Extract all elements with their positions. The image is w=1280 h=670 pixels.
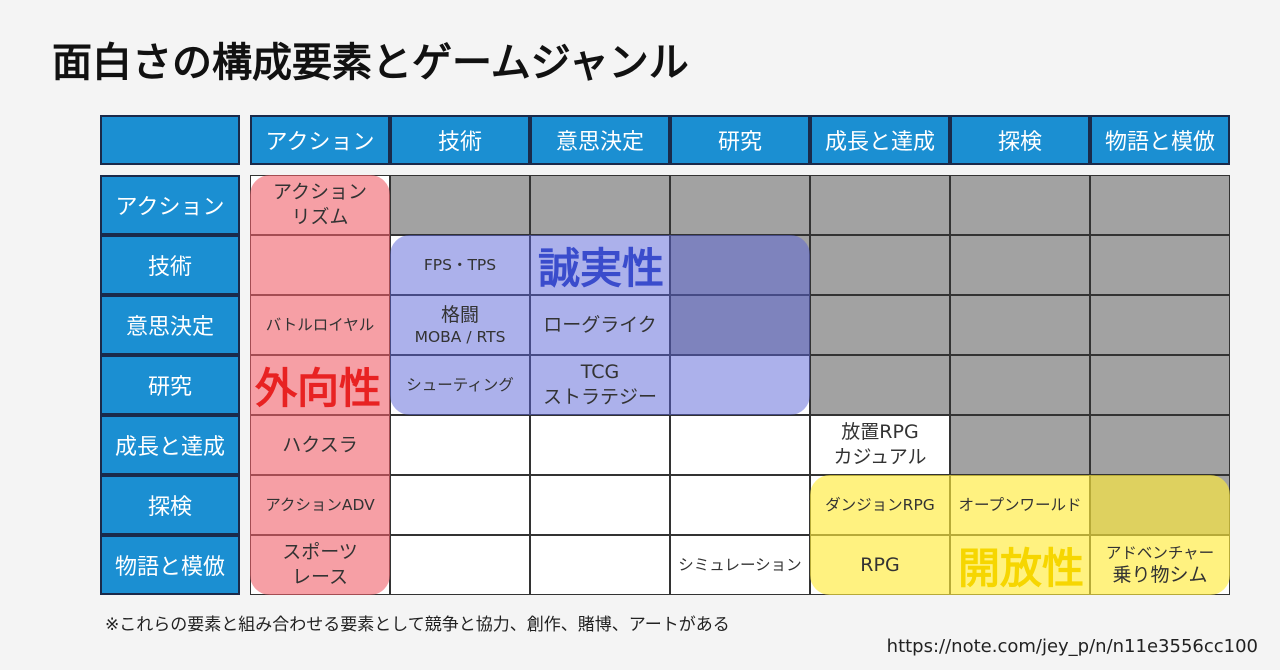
cell-text: 格闘 MOBA / RTS [390, 295, 530, 355]
genre-label: ストラテジー [542, 386, 657, 408]
row-header: アクション [100, 175, 240, 235]
grid-cell [1090, 415, 1230, 475]
cell-text: シミュレーション [670, 535, 810, 595]
cell-text: スポーツ レース [250, 535, 390, 595]
row-header: 技術 [100, 235, 240, 295]
grid-cell [1090, 175, 1230, 235]
genre-label: TCG [580, 361, 620, 384]
grid-cell [670, 475, 810, 535]
genre-label: アクション [272, 181, 368, 204]
column-header: 研究 [670, 115, 810, 165]
cell-text: オープンワールド [950, 475, 1090, 535]
genre-label: カジュアル [833, 446, 927, 468]
grid-cell [390, 175, 530, 235]
grid-cell [390, 415, 530, 475]
source-url: https://note.com/jey_p/n/n11e3556cc100 [886, 636, 1258, 657]
grid-cell [810, 235, 950, 295]
row-header: 成長と達成 [100, 415, 240, 475]
grid-cell [950, 295, 1090, 355]
cell-text: FPS・TPS [390, 235, 530, 295]
row-header: 意思決定 [100, 295, 240, 355]
cell-text: ローグライク [530, 295, 670, 355]
trait-label: 外向性 [254, 363, 381, 413]
cell-text: 放置RPG カジュアル [810, 415, 950, 475]
grid-cell [950, 355, 1090, 415]
genre-label: FPS・TPS [423, 255, 497, 274]
cell-text: TCG ストラテジー [530, 355, 670, 415]
genre-label: MOBA / RTS [414, 328, 506, 347]
column-header: 探検 [950, 115, 1090, 165]
row-header: 探検 [100, 475, 240, 535]
grid-cell [950, 235, 1090, 295]
trait-region [390, 235, 810, 415]
grid-cell [810, 175, 950, 235]
cell-text: バトルロイヤル [250, 295, 390, 355]
genre-label: シューティング [406, 375, 514, 394]
grid-cell [810, 295, 950, 355]
genre-label: バトルロイヤル [265, 315, 375, 334]
genre-label: アドベンチャー [1105, 543, 1215, 562]
grid-cell [810, 355, 950, 415]
grid-cell [530, 475, 670, 535]
grid-cell [670, 415, 810, 475]
grid-cell [670, 535, 810, 595]
genre-label: 格闘 [440, 303, 479, 326]
title: 面白さの構成要素とゲームジャンル [52, 40, 689, 86]
grid-cell [390, 475, 530, 535]
genre-label: シミュレーション [678, 555, 802, 574]
genre-label: アクションADV [265, 495, 375, 514]
corner-header [100, 115, 240, 165]
genre-label: オープンワールド [958, 495, 1082, 514]
grid-cell [1090, 355, 1230, 415]
grid-cell [530, 175, 670, 235]
grid-cell [530, 535, 670, 595]
genre-label: レース [291, 566, 349, 588]
row-header: 研究 [100, 355, 240, 415]
column-header: 成長と達成 [810, 115, 950, 165]
footnote: ※これらの要素と組み合わせる要素として競争と協力、創作、賭博、アートがある [105, 615, 730, 635]
genre-label: ダンジョンRPG [825, 495, 935, 514]
grid-cell [1090, 235, 1230, 295]
grid-cell [1090, 295, 1230, 355]
trait-region [810, 475, 1230, 595]
row-header: 物語と模倣 [100, 535, 240, 595]
genre-label: リズム [291, 206, 349, 228]
trait-region [250, 175, 390, 595]
genre-label: スポーツ [282, 541, 358, 564]
grid-cell [950, 175, 1090, 235]
column-header: 物語と模倣 [1090, 115, 1230, 165]
column-header: 意思決定 [530, 115, 670, 165]
genre-label: ローグライク [543, 313, 657, 336]
cell-text: ハクスラ [250, 415, 390, 475]
grid-cell [950, 415, 1090, 475]
genre-label: 乗り物シム [1112, 563, 1208, 586]
cell-text: RPG [810, 535, 950, 595]
genre-label: ハクスラ [282, 433, 358, 456]
trait-label: 開放性 [957, 543, 1084, 593]
genre-label: 放置RPG [841, 421, 919, 444]
column-header: 技術 [390, 115, 530, 165]
column-header: アクション [250, 115, 390, 165]
grid-cell [810, 415, 950, 475]
cell-text: アクション リズム [250, 175, 390, 235]
cell-text: アクションADV [250, 475, 390, 535]
grid-cell [390, 535, 530, 595]
grid-cell [670, 175, 810, 235]
genre-label: RPG [860, 553, 900, 576]
cell-text: シューティング [390, 355, 530, 415]
trait-label: 誠実性 [537, 243, 664, 293]
cell-text: ダンジョンRPG [810, 475, 950, 535]
cell-text: アドベンチャー 乗り物シム [1090, 535, 1230, 595]
grid-cell [530, 415, 670, 475]
